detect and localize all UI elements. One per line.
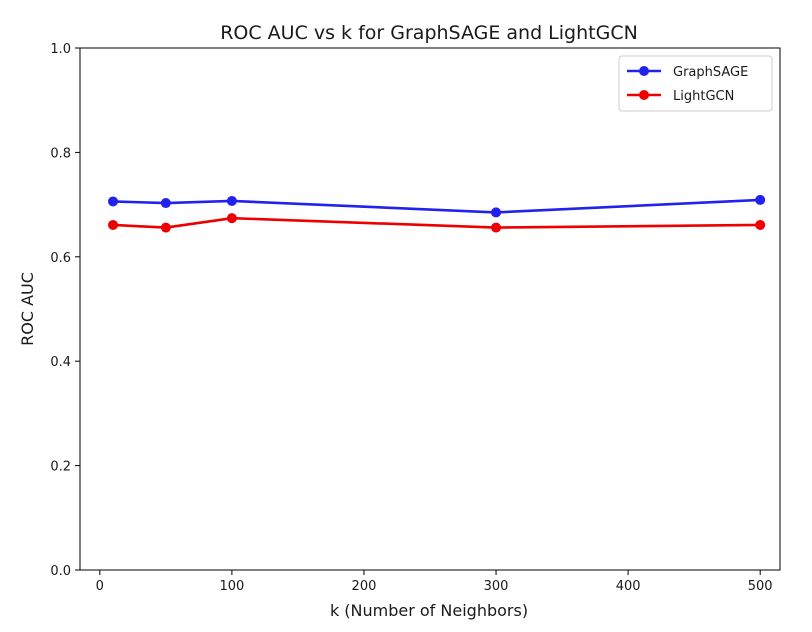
y-tick-label: 0.2	[50, 460, 71, 475]
x-tick-label: 400	[616, 579, 641, 594]
x-tick-label: 500	[748, 579, 773, 594]
legend-marker-graphsage	[639, 66, 649, 76]
x-tick-label: 0	[96, 579, 104, 594]
legend-marker-lightgcn	[639, 90, 649, 100]
lightgcn-point	[226, 213, 237, 224]
series-layer	[108, 194, 766, 233]
y-tick-label: 0.0	[50, 564, 71, 579]
legend-label-graphsage: GraphSAGE	[673, 65, 748, 80]
y-tick-label: 1.0	[50, 42, 71, 57]
y-tick-label: 0.6	[50, 251, 71, 266]
lightgcn-point	[491, 222, 502, 233]
x-tick-label: 300	[484, 579, 509, 594]
x-axis-title: k (Number of Neighbors)	[330, 601, 528, 620]
series-lightgcn	[108, 213, 766, 233]
lightgcn-point	[108, 219, 119, 230]
chart-title: ROC AUC vs k for GraphSAGE and LightGCN	[220, 22, 638, 44]
series-graphsage	[108, 194, 766, 218]
legend: GraphSAGE LightGCN	[618, 55, 773, 112]
y-tick-label: 0.8	[50, 146, 71, 161]
graphsage-point	[755, 194, 766, 205]
x-axis: 0 100 200 300 400 500	[96, 570, 773, 594]
graphsage-point	[491, 207, 502, 218]
y-tick-label: 0.4	[50, 355, 71, 370]
lightgcn-point	[160, 222, 171, 233]
legend-label-lightgcn: LightGCN	[673, 89, 734, 104]
lightgcn-point	[755, 219, 766, 230]
graphsage-point	[108, 196, 119, 207]
x-tick-label: 200	[352, 579, 377, 594]
graphsage-point	[160, 198, 171, 209]
x-tick-label: 100	[219, 579, 244, 594]
plot-area	[79, 47, 781, 571]
graphsage-point	[226, 195, 237, 206]
y-axis-title: ROC AUC	[18, 272, 37, 346]
y-axis: 0.0 0.2 0.4 0.6 0.8 1.0	[50, 42, 80, 579]
